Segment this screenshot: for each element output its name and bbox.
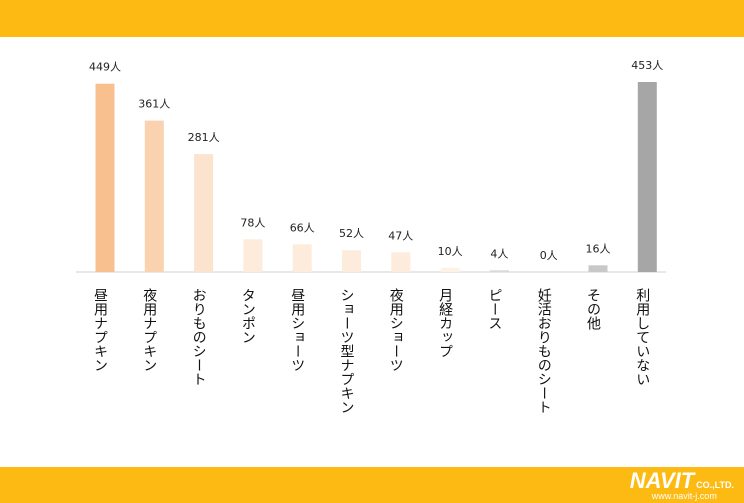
bar-value-label-5: 52人 bbox=[339, 227, 364, 240]
bar-5 bbox=[342, 250, 361, 272]
bar-value-label-1: 361人 bbox=[138, 98, 170, 111]
bottom-band: NAVIT CO.,LTD. www.navit-j.com bbox=[0, 467, 744, 503]
category-label-0: 昼用ナプキン bbox=[92, 288, 108, 372]
category-label-7: 月経カップ bbox=[437, 288, 453, 358]
bar-value-label-7: 10人 bbox=[438, 245, 463, 258]
bar-value-label-6: 47人 bbox=[388, 229, 413, 242]
category-label-4: 昼用ショーツ bbox=[289, 288, 305, 372]
bar-value-label-8: 4人 bbox=[490, 247, 508, 260]
bar-11 bbox=[637, 82, 657, 272]
bar-0 bbox=[95, 83, 115, 272]
company-logo: NAVIT CO.,LTD. www.navit-j.com bbox=[630, 470, 734, 501]
top-band bbox=[0, 0, 744, 37]
category-labels-layer: 昼用ナプキン 夜用ナプキン おりものシート タンポン 昼用ショーツ ショーツ型ナプキン 夜用… bbox=[92, 288, 650, 414]
logo-brand-suffix: CO.,LTD. bbox=[696, 480, 734, 490]
bar-value-label-2: 281人 bbox=[188, 131, 220, 144]
category-label-3: タンポン bbox=[240, 288, 256, 344]
category-label-1: 夜用ナプキン bbox=[141, 288, 157, 372]
bar-3 bbox=[243, 239, 263, 272]
bar-2 bbox=[194, 154, 214, 272]
logo-url: www.navit-j.com bbox=[651, 491, 717, 501]
bar-value-label-11: 453人 bbox=[631, 59, 663, 72]
bar-value-label-4: 66人 bbox=[290, 221, 315, 234]
category-label-2: おりものシート bbox=[191, 288, 207, 386]
bar-10 bbox=[588, 265, 608, 272]
bar-8 bbox=[489, 270, 509, 272]
bar-value-label-3: 78人 bbox=[240, 216, 265, 229]
bar-7 bbox=[440, 267, 460, 272]
bar-1 bbox=[144, 120, 164, 272]
bars-layer bbox=[95, 82, 657, 272]
bar-value-label-0: 449人 bbox=[89, 61, 121, 74]
category-label-8: ピース bbox=[486, 288, 502, 330]
category-label-11: 利用していない bbox=[634, 288, 650, 386]
value-labels-layer: 449人 361人 281人 78人 66人 52人 47人 10人 4人 0人 16人 453人 bbox=[89, 59, 663, 262]
category-label-10: その他 bbox=[585, 288, 601, 331]
bar-value-label-9: 0人 bbox=[540, 249, 558, 262]
category-label-9: 妊活おりものシート bbox=[536, 288, 552, 414]
bar-4 bbox=[292, 244, 312, 272]
bar-6 bbox=[391, 252, 411, 272]
category-label-5: ショーツ型ナプキン bbox=[339, 288, 355, 414]
category-label-6: 夜用ショーツ bbox=[388, 288, 404, 372]
logo-brand-name: NAVIT bbox=[629, 468, 695, 493]
bar-value-label-10: 16人 bbox=[586, 242, 611, 255]
